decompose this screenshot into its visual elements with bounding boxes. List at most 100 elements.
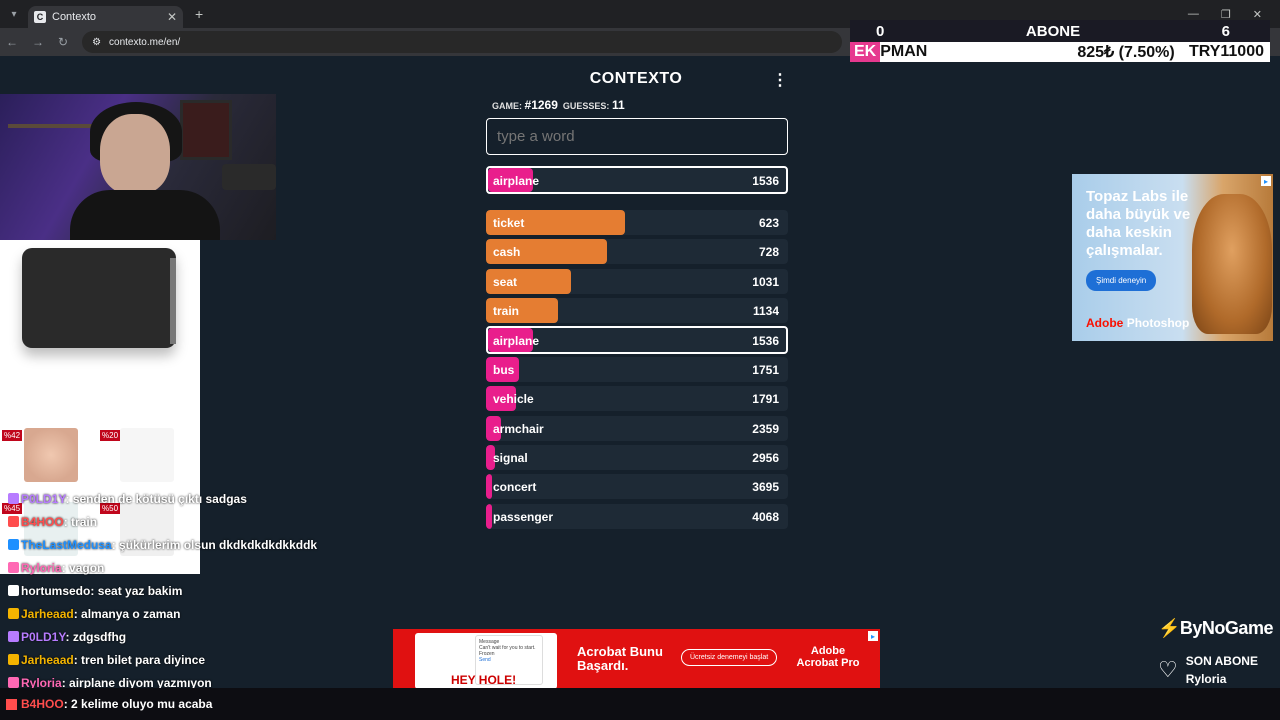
chat-message: Jarheaad: almanya o zaman — [8, 607, 180, 621]
bangle-thumb — [120, 502, 174, 556]
bracelet-thumb — [120, 428, 174, 482]
guess-word: signal — [493, 451, 528, 465]
chat-user: Ryloria — [21, 676, 62, 690]
photoshop-ad[interactable]: Topaz Labs ile daha büyük ve daha keskin… — [1072, 174, 1273, 341]
chat-text: tren bilet para diyince — [81, 653, 206, 667]
ad-card: Message Can't wait for you to start. Fro… — [415, 633, 557, 689]
chat-message: TheLastMedusa: şükürlerim olsun dkdkdkdk… — [8, 538, 317, 552]
badge-icon — [6, 698, 17, 710]
badge-icon — [8, 677, 19, 688]
browser-tab[interactable]: C Contexto ✕ — [28, 6, 183, 28]
url-bar[interactable]: ⚙ contexto.me/en/ — [82, 31, 843, 53]
badge-icon — [8, 539, 19, 550]
site-info-icon[interactable]: ⚙ — [92, 36, 102, 48]
abone-title: ABONE — [1025, 22, 1081, 40]
badge-icon — [8, 585, 19, 596]
badge-icon — [8, 493, 19, 504]
chat-text: 2 kelime oluyo mu acaba — [71, 697, 213, 711]
ticker-amount: 825₺ (7.50%) — [1077, 44, 1175, 61]
discount-badge: %45 — [2, 503, 23, 514]
wallet-image — [22, 248, 176, 348]
ad-choices-icon[interactable]: ▸ — [868, 631, 878, 641]
guess-word: armchair — [493, 422, 544, 436]
minimize-icon[interactable]: — — [1187, 7, 1199, 20]
proximity-bar — [486, 416, 502, 441]
discount-badge: %42 — [2, 430, 23, 441]
tab-title: Contexto — [52, 11, 97, 23]
chat-user: P0LD1Y — [21, 630, 66, 644]
guess-row: signal 2956 — [486, 445, 788, 470]
abone-left-count: 0 — [876, 22, 885, 40]
chat-text: airplane diyom yazmıyon — [69, 676, 212, 690]
chat-user: B4HOO — [21, 697, 64, 711]
guess-distance: 1134 — [752, 304, 779, 318]
proximity-bar — [486, 210, 625, 235]
ad-brand: Adobe Acrobat Pro — [796, 645, 860, 669]
ad-brand: Adobe Photoshop — [1086, 316, 1190, 330]
chat-message: Ryloria: vagon — [8, 561, 104, 575]
word-input[interactable] — [486, 118, 788, 155]
chat-message: Jarheaad: tren bilet para diyince — [8, 653, 205, 667]
proximity-bar — [486, 239, 607, 264]
guess-distance: 4068 — [752, 510, 779, 524]
product-ad[interactable]: %42 %20 %45 %50 — [0, 240, 200, 574]
chat-user: Jarheaad — [21, 653, 74, 667]
guess-word: cash — [493, 245, 521, 259]
chat-text: almanya o zaman — [81, 607, 181, 621]
acrobat-ad[interactable]: Message Can't wait for you to start. Fro… — [393, 629, 880, 689]
abone-right-count: 6 — [1221, 22, 1230, 40]
proximity-bar — [486, 445, 496, 470]
guess-row: airplane 1536 — [486, 326, 788, 354]
new-tab-icon[interactable]: + — [195, 6, 204, 22]
close-tab-icon[interactable]: ✕ — [166, 10, 177, 24]
bynogame-logo: ⚡ByNoGame — [1158, 618, 1273, 638]
badge-icon — [8, 631, 19, 642]
badge-icon — [8, 516, 19, 527]
tab-search-icon[interactable]: ▾ — [11, 8, 17, 20]
chat-message: hortumsedo: seat yaz bakim — [8, 584, 182, 598]
guess-row: bus 1751 — [486, 357, 788, 382]
subscriber-overlay: 0 ABONE 6 EK PMAN 825₺ (7.50%) TRY11000 — [850, 20, 1270, 66]
proximity-bar — [486, 298, 559, 323]
chat-text: train — [71, 515, 98, 529]
close-window-icon[interactable]: ✕ — [1252, 8, 1262, 21]
chat-text: zdgsdfhg — [72, 630, 127, 644]
guess-row: armchair 2359 — [486, 416, 788, 441]
guess-word: airplane — [493, 174, 540, 188]
ticker-prefix: EK — [850, 42, 881, 62]
guess-row: ticket 623 — [486, 210, 788, 235]
tab-bar: ▾ C Contexto ✕ + — ❐ ✕ — [0, 0, 1280, 28]
ad-cta-button[interactable]: Şimdi deneyin — [1086, 270, 1157, 291]
ad-choices-icon[interactable]: ▸ — [1261, 176, 1271, 186]
guess-distance: 2956 — [752, 451, 779, 465]
discount-badge: %20 — [100, 430, 121, 441]
chat-message: P0LD1Y: senden de kötüsü çıktı sadgas — [8, 492, 247, 506]
forward-icon[interactable]: → — [32, 35, 44, 49]
chat-user: TheLastMedusa — [21, 538, 112, 552]
guess-word: passenger — [493, 510, 554, 524]
proximity-bar — [486, 357, 520, 382]
proximity-bar — [488, 168, 533, 192]
back-icon[interactable]: ← — [6, 35, 18, 49]
chat-user: Ryloria — [21, 561, 62, 575]
restore-icon[interactable]: ❐ — [1220, 8, 1231, 21]
reload-icon[interactable]: ↻ — [58, 35, 69, 49]
guess-word: vehicle — [493, 392, 534, 406]
chat-text: senden de kötüsü çıktı sadgas — [72, 492, 247, 506]
game-title: CONTEXTO — [589, 70, 683, 87]
more-menu-icon[interactable]: ⋮ — [772, 72, 788, 89]
chat-user: hortumsedo — [21, 584, 91, 598]
guess-row: concert 3695 — [486, 474, 788, 499]
ticker-name: PMAN — [880, 43, 928, 60]
ad-headline: Acrobat Bunu Başardı. — [577, 644, 663, 673]
guess-word: train — [493, 304, 520, 318]
guess-distance: 1031 — [752, 275, 779, 289]
ad-cta-button[interactable]: Ücretsiz denemeyi başlat — [681, 649, 778, 666]
guess-distance: 1536 — [752, 174, 779, 188]
guess-row: train 1134 — [486, 298, 788, 323]
guess-distance: 1791 — [752, 392, 779, 406]
guess-distance: 623 — [758, 216, 779, 230]
chat-text: seat yaz bakim — [97, 584, 183, 598]
guess-distance: 3695 — [752, 480, 779, 494]
badge-icon — [8, 562, 19, 573]
